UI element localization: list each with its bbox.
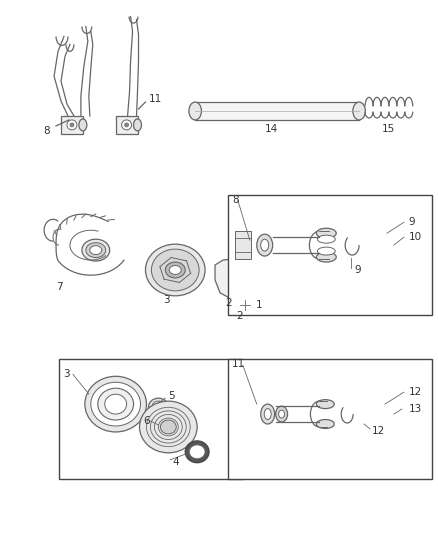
Bar — [195, 102, 359, 120]
Bar — [59, 359, 243, 479]
Ellipse shape — [276, 406, 288, 422]
Bar — [116, 116, 138, 134]
Ellipse shape — [316, 400, 334, 409]
Text: 3: 3 — [63, 369, 70, 379]
Text: 12: 12 — [372, 426, 385, 436]
Text: 12: 12 — [409, 387, 422, 397]
Text: 6: 6 — [144, 416, 150, 426]
Ellipse shape — [318, 247, 335, 255]
Text: 11: 11 — [232, 359, 245, 369]
Ellipse shape — [230, 271, 240, 289]
Ellipse shape — [105, 394, 127, 414]
Ellipse shape — [318, 235, 335, 243]
Text: 5: 5 — [168, 391, 175, 401]
Text: 2: 2 — [225, 298, 232, 308]
Ellipse shape — [90, 246, 102, 255]
Ellipse shape — [261, 239, 268, 251]
Ellipse shape — [91, 382, 141, 426]
Text: 7: 7 — [56, 282, 63, 292]
Text: 13: 13 — [409, 404, 422, 414]
Circle shape — [238, 298, 252, 312]
Ellipse shape — [152, 401, 165, 413]
Text: 2: 2 — [237, 311, 243, 321]
Text: 10: 10 — [409, 232, 422, 242]
Ellipse shape — [316, 228, 336, 238]
Ellipse shape — [85, 376, 146, 432]
Circle shape — [70, 123, 74, 127]
Text: 1: 1 — [256, 300, 262, 310]
Bar — [228, 196, 431, 314]
Text: 3: 3 — [163, 295, 170, 305]
Ellipse shape — [185, 441, 209, 463]
Text: 8: 8 — [232, 196, 239, 205]
Ellipse shape — [279, 410, 285, 418]
Text: 8: 8 — [43, 126, 50, 136]
Ellipse shape — [189, 102, 201, 120]
Text: 9: 9 — [409, 217, 415, 227]
Text: 4: 4 — [172, 457, 179, 467]
Text: 15: 15 — [382, 124, 395, 134]
Ellipse shape — [189, 445, 205, 459]
Bar — [235, 231, 251, 259]
Ellipse shape — [148, 398, 168, 416]
Ellipse shape — [134, 119, 141, 131]
Ellipse shape — [98, 388, 134, 420]
Bar — [228, 359, 431, 479]
Circle shape — [122, 120, 131, 130]
Ellipse shape — [152, 249, 199, 291]
Circle shape — [241, 301, 249, 309]
Circle shape — [67, 120, 77, 130]
Bar — [61, 116, 83, 134]
Text: 14: 14 — [265, 124, 278, 134]
Text: 11: 11 — [148, 94, 162, 104]
Ellipse shape — [160, 420, 176, 434]
Ellipse shape — [145, 244, 205, 296]
Polygon shape — [215, 257, 253, 300]
Ellipse shape — [264, 409, 271, 419]
Ellipse shape — [140, 401, 197, 453]
Ellipse shape — [86, 243, 106, 257]
Ellipse shape — [170, 265, 181, 274]
Text: 9: 9 — [354, 265, 361, 275]
Ellipse shape — [79, 119, 87, 131]
Ellipse shape — [165, 262, 185, 278]
Circle shape — [124, 123, 129, 127]
Circle shape — [239, 266, 247, 274]
Ellipse shape — [316, 419, 334, 429]
Ellipse shape — [353, 102, 365, 120]
Ellipse shape — [261, 404, 275, 424]
Ellipse shape — [316, 252, 336, 262]
Ellipse shape — [82, 239, 110, 261]
Ellipse shape — [257, 234, 273, 256]
